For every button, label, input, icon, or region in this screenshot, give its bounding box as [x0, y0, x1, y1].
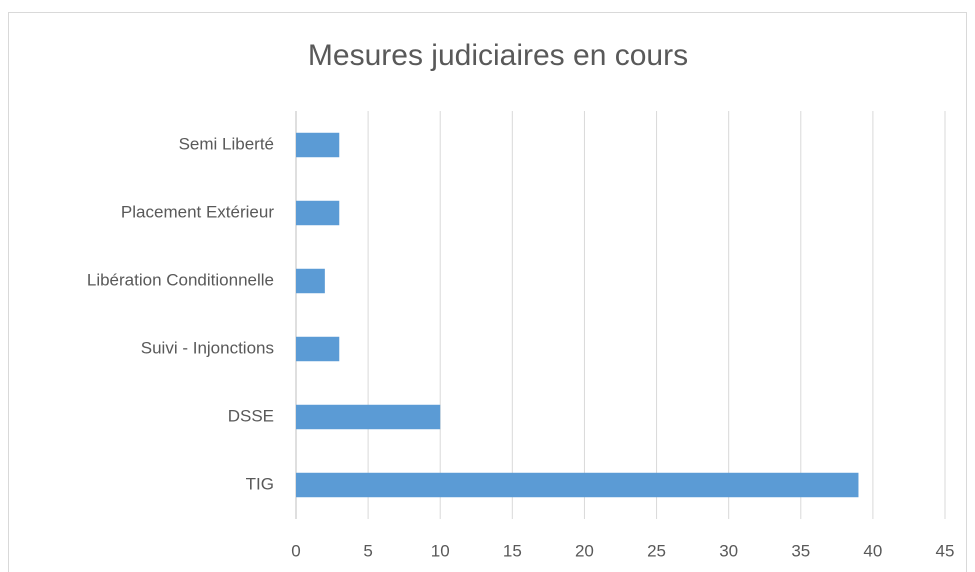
y-tick-label: DSSE — [228, 406, 274, 425]
x-tick-label: 45 — [936, 541, 955, 560]
y-tick-label: Semi Liberté — [179, 134, 274, 153]
bar — [296, 336, 340, 362]
x-tick-label: 0 — [291, 541, 300, 560]
y-tick-label: Suivi - Injonctions — [141, 338, 274, 357]
x-tick-label: 20 — [575, 541, 594, 560]
y-tick-label: TIG — [246, 474, 274, 493]
y-tick-label: Libération Conditionnelle — [87, 270, 274, 289]
x-tick-label: 40 — [863, 541, 882, 560]
y-tick-label: Placement Extérieur — [121, 202, 274, 221]
x-tick-label: 10 — [431, 541, 450, 560]
x-tick-label: 30 — [719, 541, 738, 560]
bar — [296, 132, 340, 158]
bar — [296, 404, 441, 430]
chart-title: Mesures judiciaires en cours — [308, 39, 688, 72]
bar — [296, 268, 325, 294]
x-tick-label: 25 — [647, 541, 666, 560]
bar — [296, 472, 859, 498]
bar — [296, 200, 340, 226]
x-tick-label: 35 — [791, 541, 810, 560]
x-tick-label: 5 — [363, 541, 372, 560]
x-tick-label: 15 — [503, 541, 522, 560]
